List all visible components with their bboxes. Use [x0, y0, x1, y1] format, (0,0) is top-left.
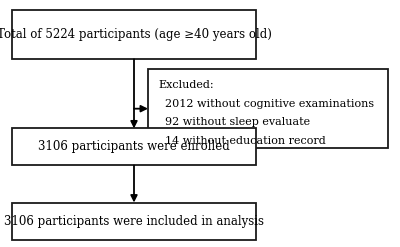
FancyBboxPatch shape [148, 69, 388, 148]
Text: 3106 participants were included in analysis: 3106 participants were included in analy… [4, 215, 264, 227]
Text: Total of 5224 participants (age ≥40 years old): Total of 5224 participants (age ≥40 year… [0, 28, 272, 41]
Text: 14 without education record: 14 without education record [158, 136, 326, 146]
Text: 3106 participants were enrolled: 3106 participants were enrolled [38, 141, 230, 153]
FancyBboxPatch shape [12, 10, 256, 59]
FancyBboxPatch shape [12, 128, 256, 165]
FancyBboxPatch shape [12, 203, 256, 240]
Text: 92 without sleep evaluate: 92 without sleep evaluate [158, 117, 310, 127]
Text: 2012 without cognitive examinations: 2012 without cognitive examinations [158, 99, 374, 109]
Text: Excluded:: Excluded: [158, 80, 214, 90]
